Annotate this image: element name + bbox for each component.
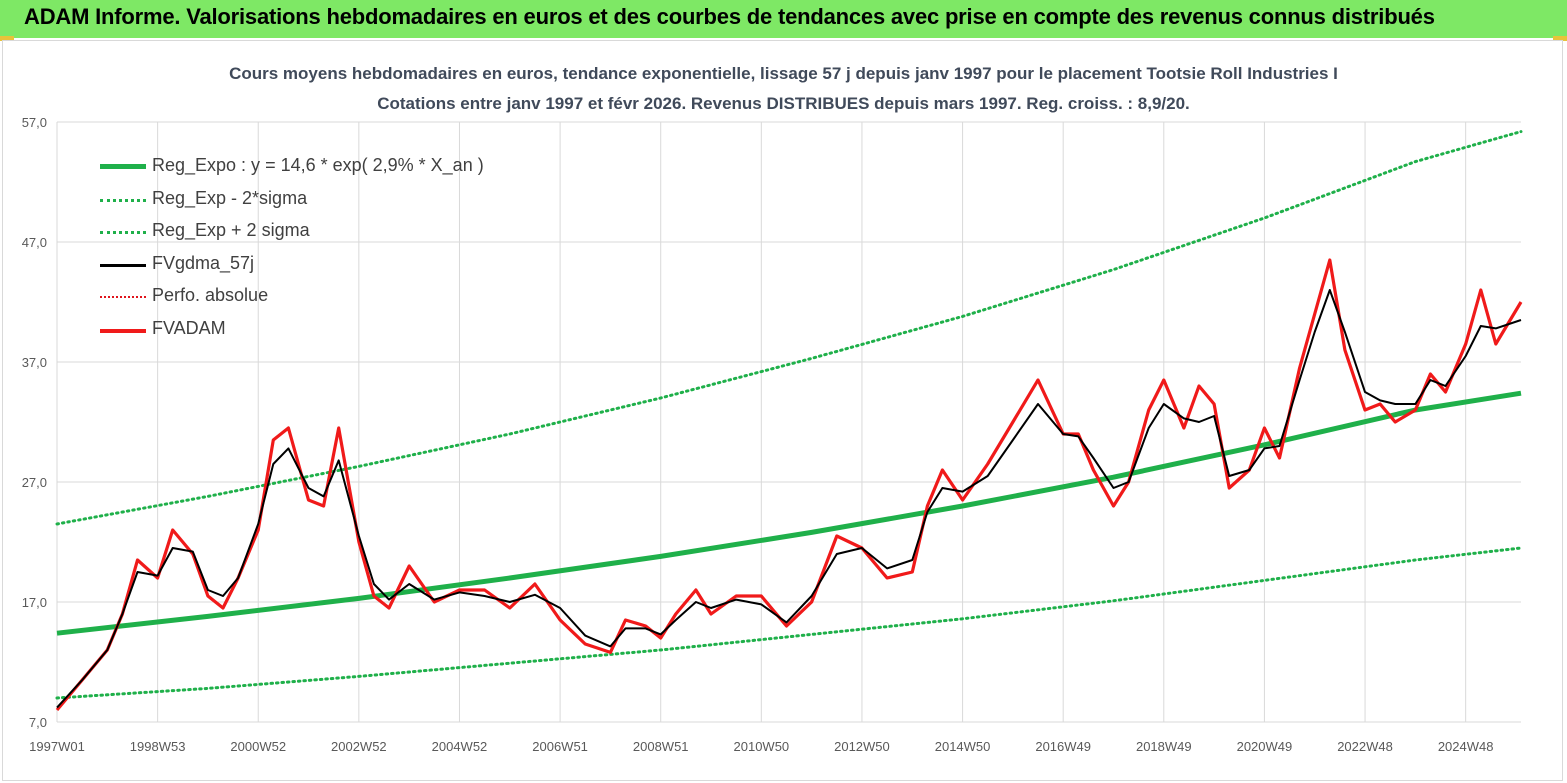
series-line-0 xyxy=(56,390,1522,636)
y-tick-label: 37,0 xyxy=(22,355,47,370)
x-tick-label: 2024W48 xyxy=(1438,739,1494,754)
x-tick-label: 2002W52 xyxy=(331,739,387,754)
legend-label-fvadam: FVADAM xyxy=(152,317,226,338)
y-tick-label: 47,0 xyxy=(22,235,47,250)
legend-label-fvgdma: FVgdma_57j xyxy=(152,252,255,273)
y-tick-label: 57,0 xyxy=(22,115,47,130)
x-tick-label: 2006W51 xyxy=(532,739,588,754)
legend-swatch-fvadam xyxy=(100,328,146,333)
x-tick-label: 2004W52 xyxy=(432,739,488,754)
legend: Reg_Expo : y = 14,6 * exp( 2,9% * X_an )… xyxy=(100,152,520,348)
legend-item-reg-exp-plus: Reg_Exp + 2 sigma xyxy=(100,217,520,250)
legend-label-reg-exp-minus: Reg_Exp - 2*sigma xyxy=(152,187,308,208)
banner-accent-right xyxy=(1553,36,1567,41)
x-tick-label: 2016W49 xyxy=(1035,739,1091,754)
banner-accent-left xyxy=(0,36,14,41)
legend-item-fvgdma: FVgdma_57j xyxy=(100,250,520,283)
x-tick-label: 1997W01 xyxy=(29,739,85,754)
series-line-2 xyxy=(55,130,1523,526)
chart-subtitle: Cotations entre janv 1997 et févr 2026. … xyxy=(377,94,1190,113)
series-line-3 xyxy=(56,289,1522,709)
x-tick-label: 2000W52 xyxy=(230,739,286,754)
legend-swatch-perfo xyxy=(100,296,146,299)
legend-swatch-reg-exp-plus xyxy=(100,231,146,235)
report-title: ADAM Informe. Valorisations hebdomadaire… xyxy=(24,4,1435,29)
x-tick-label: 2014W50 xyxy=(935,739,991,754)
series-line-5 xyxy=(55,258,1523,712)
chart-frame xyxy=(2,40,1563,781)
legend-swatch-fvgdma xyxy=(100,263,146,267)
x-tick-label: 2018W49 xyxy=(1136,739,1192,754)
series-line-1 xyxy=(55,546,1523,700)
x-tick-label: 1998W53 xyxy=(130,739,186,754)
legend-swatch-reg-exp-minus xyxy=(100,198,146,202)
x-tick-label: 2012W50 xyxy=(834,739,890,754)
chart-title: Cours moyens hebdomadaires en euros, ten… xyxy=(229,64,1338,83)
legend-label-reg-exp-plus: Reg_Exp + 2 sigma xyxy=(152,220,310,241)
y-tick-label: 17,0 xyxy=(22,595,47,610)
legend-item-perfo: Perfo. absolue xyxy=(100,282,520,315)
legend-item-reg-expo: Reg_Expo : y = 14,6 * exp( 2,9% * X_an ) xyxy=(100,152,520,185)
legend-item-reg-exp-minus: Reg_Exp - 2*sigma xyxy=(100,185,520,218)
x-tick-label: 2010W50 xyxy=(734,739,790,754)
legend-swatch-reg-expo xyxy=(100,164,146,169)
legend-label-perfo: Perfo. absolue xyxy=(152,285,269,306)
x-tick-label: 2008W51 xyxy=(633,739,689,754)
legend-label-reg-expo: Reg_Expo : y = 14,6 * exp( 2,9% * X_an ) xyxy=(152,155,484,175)
header-banner: ADAM Informe. Valorisations hebdomadaire… xyxy=(0,0,1567,38)
x-tick-label: 2022W48 xyxy=(1337,739,1393,754)
legend-item-fvadam: FVADAM xyxy=(100,315,520,348)
y-tick-label: 27,0 xyxy=(22,475,47,490)
y-tick-label: 7,0 xyxy=(29,715,47,730)
x-tick-label: 2020W49 xyxy=(1237,739,1293,754)
